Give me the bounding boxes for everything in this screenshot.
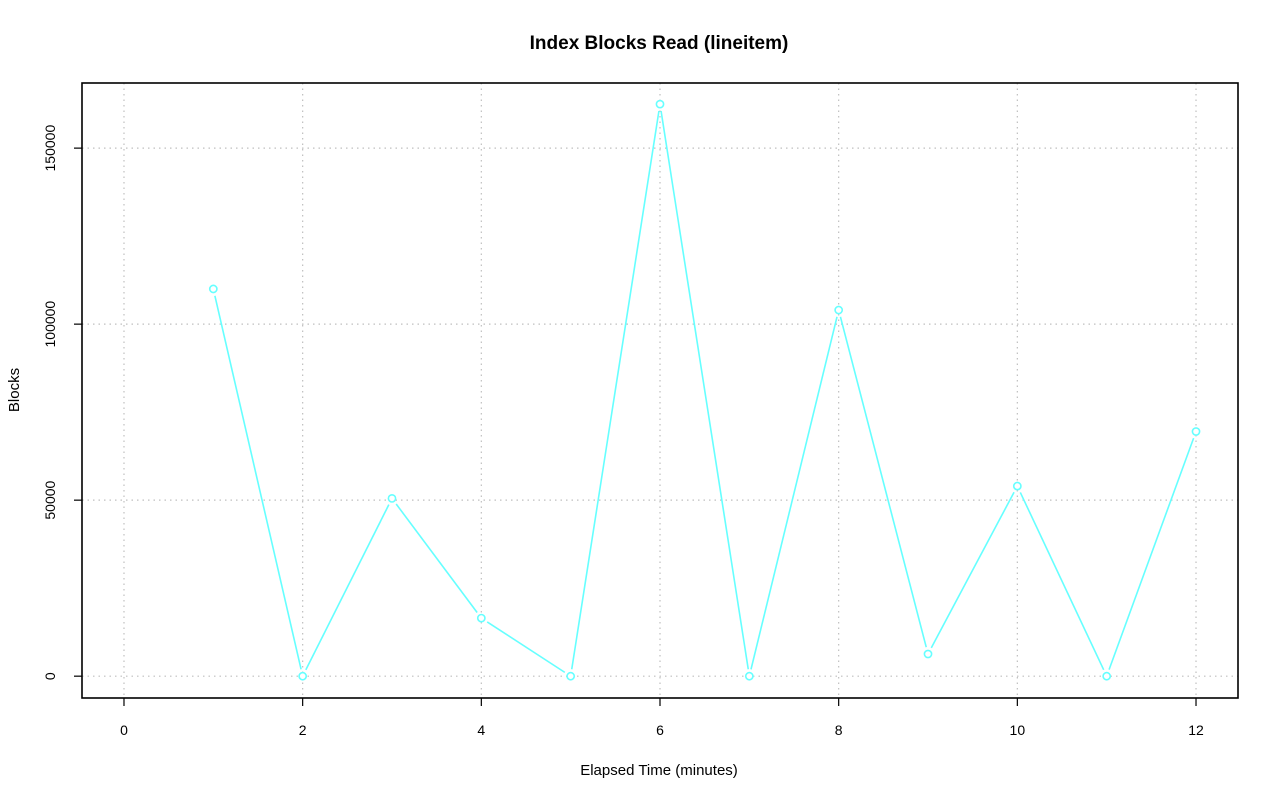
x-tick-label-2: 2 xyxy=(299,722,307,738)
data-point-12 xyxy=(1191,427,1201,436)
x-tick-label-0: 0 xyxy=(120,722,128,738)
grid-lines xyxy=(82,83,1238,698)
x-tick-label-4: 4 xyxy=(477,722,485,738)
x-axis-label: Elapsed Time (minutes) xyxy=(580,762,738,779)
data-point-11 xyxy=(1102,671,1112,681)
data-point-1 xyxy=(208,284,218,294)
data-point-9 xyxy=(923,649,933,659)
y-axis: 0 50000 100000 150000 xyxy=(42,125,82,680)
series-segment-11 xyxy=(1108,437,1195,670)
y-axis-label: Blocks xyxy=(6,368,23,412)
data-point-2 xyxy=(298,671,308,681)
data-point-6 xyxy=(655,99,665,109)
series-segment-7 xyxy=(750,316,838,670)
data-point-4 xyxy=(476,613,486,623)
series-layer xyxy=(208,99,1201,681)
y-tick-label-100000: 100000 xyxy=(42,301,58,348)
series-segment-1 xyxy=(214,295,302,670)
series-segment-8 xyxy=(839,316,928,648)
series-segment-5 xyxy=(570,110,660,670)
series-segment-2 xyxy=(305,504,390,671)
series-segment-3 xyxy=(395,503,478,613)
data-point-10 xyxy=(1012,481,1022,491)
data-point-8 xyxy=(834,305,844,315)
x-tick-label-12: 12 xyxy=(1188,722,1204,738)
y-tick-label-50000: 50000 xyxy=(42,480,58,519)
data-point-7 xyxy=(744,671,754,681)
y-tick-label-0: 0 xyxy=(42,672,58,680)
x-axis: 0 2 4 6 8 10 12 xyxy=(120,698,1204,738)
data-point-3 xyxy=(387,493,397,503)
series-segment-9 xyxy=(930,491,1015,649)
chart-title: Index Blocks Read (lineitem) xyxy=(530,33,789,54)
x-tick-label-10: 10 xyxy=(1010,722,1026,738)
y-tick-label-150000: 150000 xyxy=(42,125,58,172)
series-segment-10 xyxy=(1019,492,1105,671)
series-segment-4 xyxy=(486,621,566,674)
x-tick-label-8: 8 xyxy=(835,722,843,738)
x-tick-label-6: 6 xyxy=(656,722,664,738)
data-point-5 xyxy=(566,671,576,681)
series-segment-6 xyxy=(660,110,750,670)
